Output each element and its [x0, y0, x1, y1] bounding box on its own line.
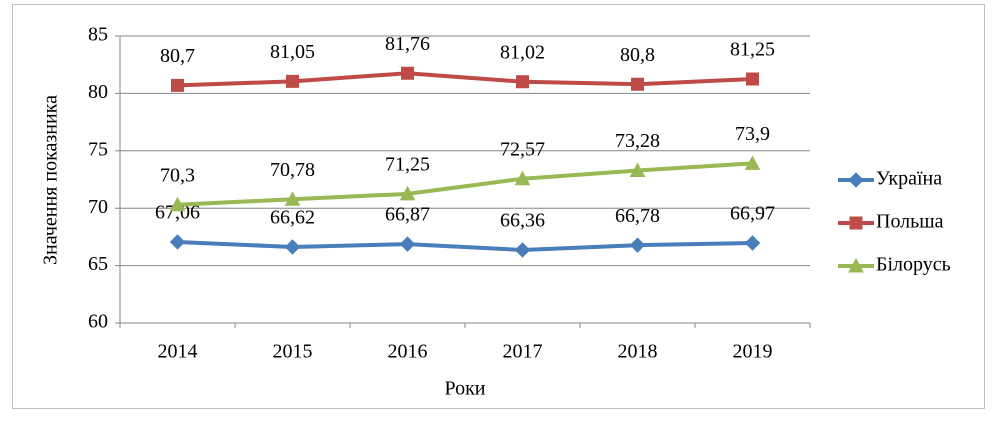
data-point: [744, 235, 761, 251]
data-label: 81,25: [730, 39, 775, 61]
data-point: [169, 196, 186, 212]
data-point: [169, 234, 186, 250]
data-point: [399, 236, 416, 252]
data-label: 70,3: [160, 164, 195, 186]
x-tick-label: 2017: [503, 341, 543, 363]
data-point: [171, 78, 184, 92]
data-point: [286, 74, 299, 88]
data-label: 67,06: [155, 202, 200, 224]
y-tick-label: 80: [88, 81, 108, 103]
y-axis-title: Значення показника: [40, 95, 62, 265]
data-point: [514, 170, 531, 186]
data-point: [284, 191, 301, 206]
data-label: 70,78: [270, 159, 315, 181]
data-label: 66,62: [270, 207, 315, 229]
x-tick-label: 2016: [388, 341, 428, 363]
data-point: [516, 75, 529, 89]
data-point: [284, 239, 301, 255]
x-tick-label: 2014: [158, 341, 198, 363]
legend-marker: [848, 257, 864, 273]
y-tick-label: 75: [88, 138, 108, 160]
data-label: 73,28: [615, 130, 660, 152]
data-point: [401, 66, 414, 80]
data-point: [629, 162, 646, 178]
data-point: [631, 77, 644, 91]
data-label: 72,57: [500, 138, 545, 160]
data-label: 73,9: [735, 123, 770, 145]
data-point: [746, 72, 759, 86]
legend-marker: [849, 216, 863, 230]
data-point: [744, 155, 761, 170]
y-tick-label: 65: [88, 253, 108, 275]
data-label: 66,97: [730, 203, 775, 225]
data-label: 71,25: [385, 153, 430, 175]
x-tick-label: 2015: [273, 341, 313, 363]
data-label: 80,8: [620, 44, 655, 66]
data-label: 81,02: [500, 41, 545, 63]
legend-label: Україна: [876, 168, 942, 190]
series-line: [177, 161, 753, 207]
legend-label: Польша: [876, 211, 944, 233]
y-tick-label: 70: [88, 196, 108, 218]
data-label: 66,87: [385, 204, 430, 226]
data-label: 66,36: [500, 210, 545, 232]
x-tick-label: 2019: [733, 341, 773, 363]
data-label: 81,76: [385, 33, 430, 55]
data-label: 81,05: [270, 41, 315, 63]
y-tick-label: 60: [88, 311, 108, 333]
data-label: 66,78: [615, 205, 660, 227]
data-label: 80,7: [160, 45, 195, 67]
legend-marker: [848, 172, 864, 188]
data-point: [399, 185, 416, 201]
data-point: [629, 237, 646, 253]
x-tick-label: 2018: [618, 341, 658, 363]
data-point: [514, 242, 531, 258]
y-tick-label: 85: [88, 24, 108, 46]
legend-label: Білорусь: [876, 254, 951, 276]
series-line: [177, 71, 753, 88]
series-line: [177, 239, 753, 252]
x-axis-title: Роки: [444, 378, 485, 400]
